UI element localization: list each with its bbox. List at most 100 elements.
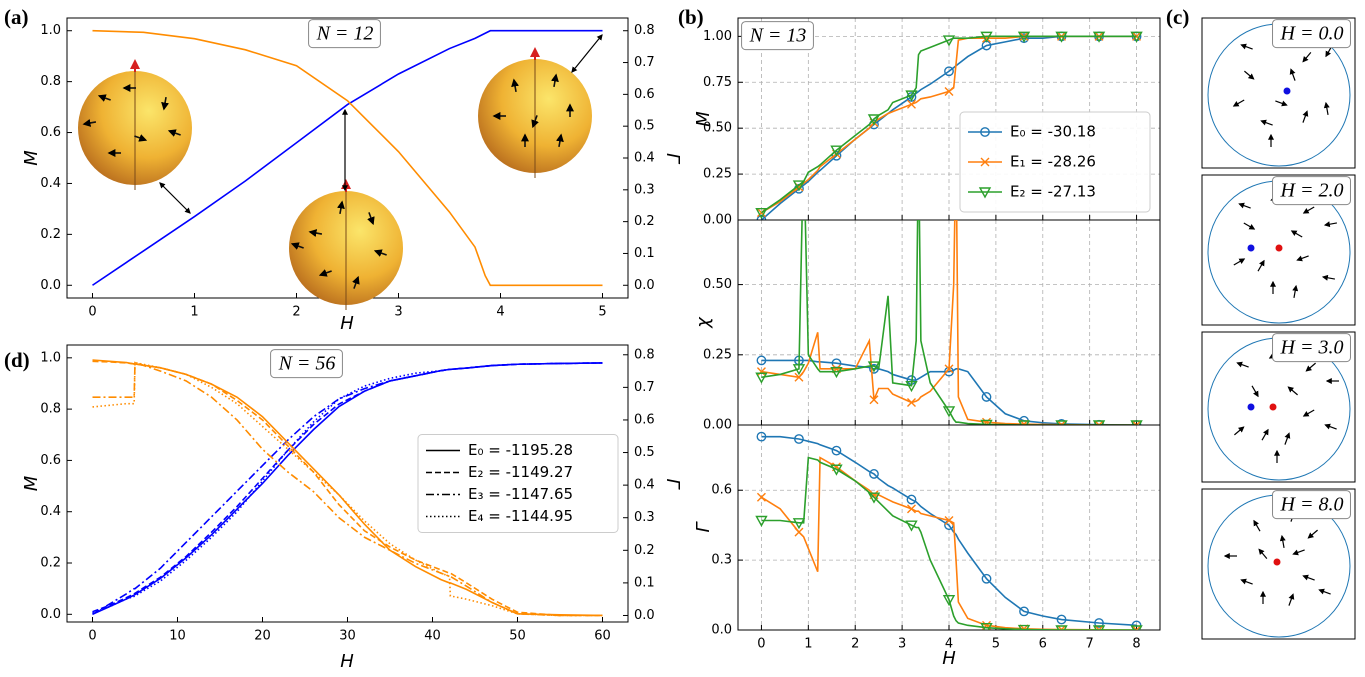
y-tick-label: 0.50 [703, 277, 732, 292]
marker [1056, 614, 1067, 625]
marker [906, 99, 916, 109]
marker [1055, 31, 1068, 43]
y-tick-label: 0.4 [40, 176, 61, 191]
marker [755, 207, 768, 220]
spin-arrow [1238, 202, 1251, 209]
legend-label: E₁ = -28.26 [1010, 153, 1096, 171]
marker [794, 434, 804, 444]
spin-arrow [1284, 432, 1291, 445]
sphere-spin [373, 249, 387, 257]
panel-label: (a) [4, 5, 29, 29]
marker [867, 492, 881, 504]
y-tick-label: 0.75 [703, 75, 732, 90]
marker [906, 504, 916, 514]
spin-arrow [1232, 99, 1245, 107]
y-tick-label: 1.0 [40, 350, 61, 365]
annotation: N = 13 [749, 25, 807, 47]
spin-arrow [1243, 222, 1256, 230]
spin-arrow [1302, 52, 1312, 63]
legend-label: E₂ = -27.13 [1010, 183, 1096, 201]
y-tick-label: 0.6 [40, 453, 61, 468]
y-axis-label: M [693, 111, 714, 127]
y-tick-label: 0.00 [703, 213, 732, 228]
marker [1055, 625, 1068, 630]
marker [944, 86, 954, 96]
annotation-box [741, 21, 814, 51]
spin-arrow [1275, 100, 1288, 107]
center-dot [1247, 403, 1255, 411]
y2-tick-label: 0.2 [634, 543, 655, 558]
x-tick-label: 5 [992, 637, 1000, 652]
y2-tick-label: 0.0 [634, 608, 655, 623]
y-tick-label: 0.0 [40, 607, 61, 622]
spin-arrow [1279, 534, 1286, 549]
marker [756, 355, 767, 366]
sphere-illustrations [78, 34, 603, 310]
legend-label: E₂ = -1149.27 [468, 463, 573, 481]
y-tick-label: 0.25 [703, 167, 732, 182]
plot-area [755, 31, 1143, 220]
plot-area [92, 359, 603, 617]
legend-box [959, 111, 1151, 213]
x-tick-label: 4 [496, 305, 504, 320]
x-tick-label: 0 [757, 637, 765, 652]
spin-arrow [1318, 588, 1331, 595]
annotation-box [270, 349, 343, 379]
sphere-spin [82, 118, 97, 127]
center-dot [1275, 244, 1283, 252]
y-tick-label: 0.3 [711, 553, 732, 568]
legend-box [417, 434, 619, 533]
sphere-spin [134, 134, 148, 142]
marker [981, 573, 992, 584]
series-line [92, 361, 603, 617]
marker [1130, 420, 1143, 425]
marker [906, 494, 917, 505]
spin-arrow [1321, 274, 1336, 281]
marker [981, 392, 992, 402]
spin-arrow [1307, 529, 1318, 539]
y2-tick-label: 0.5 [634, 119, 655, 134]
spin-arrow [1257, 259, 1265, 272]
x-tick-label: 2 [292, 305, 300, 320]
annotation: H = 8.0 [1280, 494, 1344, 516]
spin-arrow [1233, 258, 1246, 266]
marker [980, 31, 993, 43]
y2-tick-label: 0.4 [634, 151, 655, 166]
x-tick-label: 40 [424, 629, 441, 644]
y2-tick-label: 0.7 [634, 380, 655, 395]
marker [831, 150, 842, 161]
annotation-box [308, 19, 381, 49]
sphere-spin [511, 78, 520, 93]
y2-tick-label: 0.1 [634, 246, 655, 261]
spin-arrow [1323, 101, 1330, 116]
marker [1092, 420, 1106, 425]
y-tick-label: 0.0 [711, 623, 732, 638]
spin-arrow [1288, 593, 1295, 606]
spin-arrow [1240, 43, 1253, 50]
marker [794, 527, 804, 537]
annotation-box [1272, 333, 1351, 363]
marker [906, 398, 916, 408]
spin-arrow [1296, 255, 1309, 262]
sphere-spin [550, 73, 559, 88]
y2-tick-label: 0.0 [634, 278, 655, 293]
y-tick-label: 1.00 [703, 29, 732, 44]
y2-tick-label: 0.6 [634, 412, 655, 427]
marker [756, 492, 766, 502]
pointer-arrow [571, 34, 603, 73]
annotation: H = 3.0 [1280, 337, 1344, 359]
y-tick-label: 0.6 [40, 125, 61, 140]
spin-arrow [1240, 578, 1253, 585]
y2-axis-label: Γ [662, 153, 683, 165]
legend-label: E₃ = -1147.65 [468, 485, 573, 503]
series-line [761, 35, 1137, 214]
marker [869, 395, 879, 405]
x-tick-label: 3 [898, 637, 906, 652]
sphere-spin [555, 133, 564, 148]
x-tick-label: 5 [598, 305, 606, 320]
y2-tick-label: 0.1 [634, 575, 655, 590]
y2-tick-label: 0.3 [634, 182, 655, 197]
x-tick-label: 1 [804, 637, 812, 652]
annotation: N = 12 [316, 23, 374, 45]
